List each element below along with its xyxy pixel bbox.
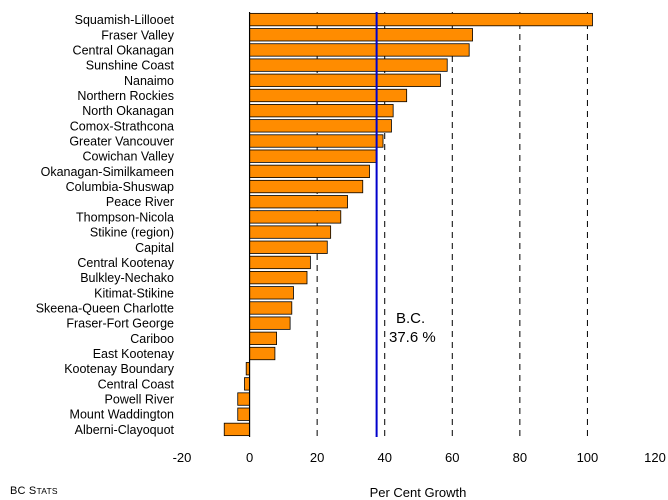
- bar-central-okanagan: [249, 43, 470, 57]
- category-label-northern-rockies: Northern Rockies: [77, 89, 174, 103]
- x-tick-label-80: 80: [513, 450, 527, 465]
- category-label-greater-vancouver: Greater Vancouver: [69, 135, 174, 149]
- category-label-fraser-fort-george: Fraser-Fort George: [66, 317, 174, 331]
- category-label-north-okanagan: North Okanagan: [82, 104, 174, 118]
- bar-greater-vancouver: [249, 134, 384, 148]
- bar-cariboo: [249, 331, 277, 345]
- category-label-central-kootenay: Central Kootenay: [77, 256, 174, 270]
- bar-north-okanagan: [249, 104, 394, 118]
- category-label-central-coast: Central Coast: [98, 377, 175, 391]
- category-label-okanagan-similkameen: Okanagan-Similkameen: [41, 165, 174, 179]
- bar-alberni-clayoquot: [223, 422, 250, 437]
- bars: [223, 12, 593, 437]
- category-label-sunshine-coast: Sunshine Coast: [86, 59, 175, 73]
- category-label-cowichan-valley: Cowichan Valley: [83, 150, 175, 164]
- bar-bulkley-nechako: [249, 271, 308, 285]
- source-suffix: TATS: [36, 486, 58, 496]
- bar-sunshine-coast: [249, 58, 448, 72]
- bar-east-kootenay: [249, 346, 276, 361]
- reference-value-label: 37.6 %: [389, 329, 436, 346]
- category-label-capital: Capital: [135, 241, 174, 255]
- category-label-nanaimo: Nanaimo: [124, 74, 174, 88]
- source-prefix: BC S: [10, 485, 37, 497]
- x-tick-label-120: 120: [644, 450, 666, 465]
- x-axis-title: Per Cent Growth: [370, 485, 467, 500]
- bar-columbia-shuswap: [249, 179, 364, 194]
- bar-fraser-fort-george: [249, 316, 291, 330]
- bar-kitimat-stikine: [249, 286, 294, 300]
- bar-capital: [249, 240, 328, 254]
- bar-cowichan-valley: [249, 149, 377, 163]
- bar-central-coast: [244, 377, 250, 391]
- category-label-squamish-lillooet: Squamish-Lillooet: [75, 13, 175, 27]
- bar-thompson-nicola: [249, 210, 342, 224]
- x-tick-label-100: 100: [577, 450, 599, 465]
- bar-northern-rockies: [249, 88, 408, 103]
- category-label-east-kootenay: East Kootenay: [93, 347, 175, 361]
- category-label-kootenay-boundary: Kootenay Boundary: [64, 362, 175, 376]
- bar-mount-waddington: [237, 407, 250, 421]
- source-credit: BC STATS: [10, 485, 58, 497]
- category-label-skeena-queen-charlotte: Skeena-Queen Charlotte: [36, 301, 174, 315]
- category-label-stikine-region-: Stikine (region): [90, 226, 174, 240]
- bar-central-kootenay: [249, 255, 311, 270]
- category-label-peace-river: Peace River: [106, 195, 174, 209]
- bar-okanagan-similkameen: [249, 164, 370, 178]
- bar-powell-river: [237, 392, 250, 406]
- bar-peace-river: [249, 195, 348, 209]
- bar-nanaimo: [249, 73, 441, 87]
- reference-name-label: B.C.: [396, 310, 425, 327]
- bar-squamish-lillooet: [249, 12, 593, 27]
- x-tick-label--20: -20: [173, 450, 192, 465]
- category-label-comox-strathcona: Comox-Strathcona: [70, 119, 174, 133]
- x-tick-labels: -20 0 20 40 60 80 100 120: [173, 450, 666, 465]
- x-tick-label-20: 20: [310, 450, 324, 465]
- x-tick-label-0: 0: [246, 450, 253, 465]
- bar-comox-strathcona: [249, 119, 392, 133]
- bar-stikine-region-: [249, 225, 332, 239]
- x-tick-label-60: 60: [445, 450, 459, 465]
- category-label-kitimat-stikine: Kitimat-Stikine: [94, 286, 174, 300]
- x-tick-label-40: 40: [377, 450, 391, 465]
- category-label-thompson-nicola: Thompson-Nicola: [76, 210, 174, 224]
- category-label-alberni-clayoquot: Alberni-Clayoquot: [75, 423, 175, 437]
- category-label-powell-river: Powell River: [105, 393, 174, 407]
- category-label-cariboo: Cariboo: [130, 332, 174, 346]
- category-label-fraser-valley: Fraser Valley: [101, 28, 174, 42]
- category-label-columbia-shuswap: Columbia-Shuswap: [66, 180, 174, 194]
- category-label-bulkley-nechako: Bulkley-Nechako: [80, 271, 174, 285]
- category-label-mount-waddington: Mount Waddington: [70, 408, 175, 422]
- category-label-central-okanagan: Central Okanagan: [73, 43, 175, 57]
- bar-skeena-queen-charlotte: [249, 301, 293, 315]
- bar-fraser-valley: [249, 28, 473, 42]
